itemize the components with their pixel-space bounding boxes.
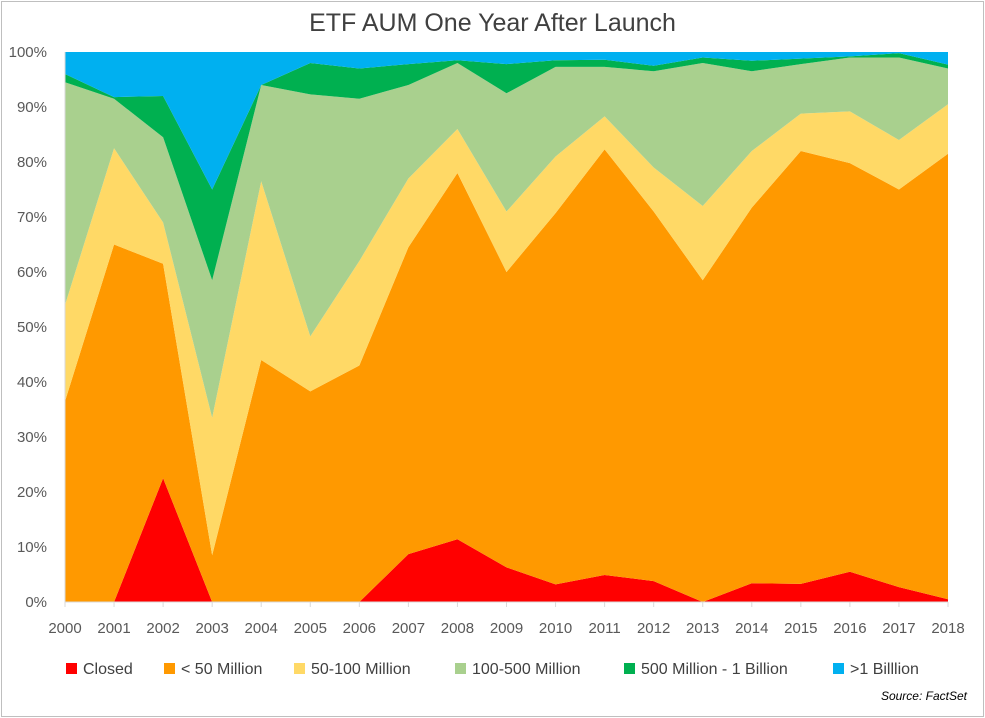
y-tick-label: 10% [17,539,47,556]
legend-swatch [833,663,844,674]
legend-swatch [164,663,175,674]
x-tick-label: 2013 [686,620,719,637]
x-tick-label: 2018 [931,620,964,637]
x-tick-label: 2007 [392,620,425,637]
y-tick-label: 70% [17,209,47,226]
x-tick-label: 2008 [441,620,474,637]
area-series-1 [65,149,948,602]
y-tick-label: 100% [9,44,47,61]
y-tick-label: 20% [17,484,47,501]
y-tick-label: 30% [17,429,47,446]
x-tick-label: 2005 [294,620,327,637]
x-tick-label: 2004 [245,620,278,637]
x-tick-label: 2015 [784,620,817,637]
legend-swatch [294,663,305,674]
y-tick-label: 80% [17,154,47,171]
x-tick-label: 2017 [882,620,915,637]
source-note: Source: FactSet [880,689,967,703]
area-series-0 [65,478,948,602]
x-tick-label: 2011 [588,620,620,637]
x-tick-label: 2009 [490,620,523,637]
legend-label: 500 Million - 1 Billion [641,661,788,678]
legend-label: 50-100 Million [311,661,411,678]
area-series-3 [65,57,948,418]
legend-label: Closed [83,661,133,678]
x-tick-label: 2006 [343,620,376,637]
x-tick-label: 2000 [48,620,81,637]
y-tick-label: 0% [25,594,47,611]
area-series-2 [65,104,948,556]
x-tick-label: 2003 [195,620,228,637]
x-tick-label: 2001 [97,620,130,637]
y-tick-label: 50% [17,319,47,336]
x-tick-label: 2016 [833,620,866,637]
legend-swatch [66,663,77,674]
y-tick-label: 40% [17,374,47,391]
legend-swatch [624,663,635,674]
y-tick-label: 90% [17,99,47,116]
chart-title: ETF AUM One Year After Launch [309,9,676,37]
area-series-5 [65,52,948,190]
legend-label: >1 Billlion [850,661,919,678]
x-tick-label: 2002 [146,620,179,637]
x-tick-label: 2010 [539,620,572,637]
x-tick-label: 2012 [637,620,670,637]
legend-label: 100-500 Million [472,661,581,678]
y-tick-label: 60% [17,264,47,281]
legend-label: < 50 Million [181,661,262,678]
x-tick-label: 2014 [735,620,768,637]
legend-swatch [455,663,466,674]
